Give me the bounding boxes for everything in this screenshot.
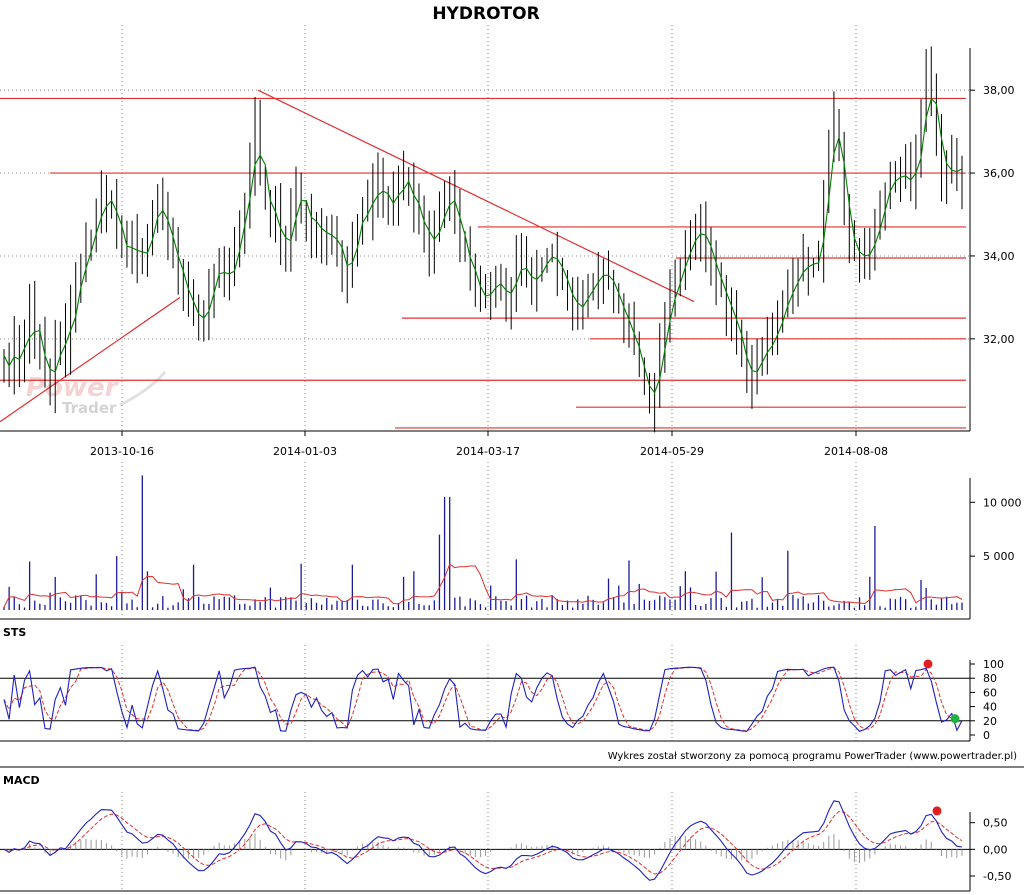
sts-y-tick-label: 40 — [983, 701, 997, 714]
price-y-tick-label: 32,00 — [983, 333, 1015, 346]
sts-y-tick-label: 100 — [983, 658, 1004, 671]
volume-panel: 5 000 10 000 — [0, 462, 1022, 620]
volume-y-tick-label: 10 000 — [983, 496, 1022, 509]
macd-sell-signal-dot — [932, 806, 942, 816]
watermark-swoosh — [119, 371, 167, 407]
price-x-tick-label: 2014-01-03 — [273, 445, 337, 458]
price-x-tick-label: 2014-08-08 — [824, 445, 888, 458]
sts-k-line — [3, 666, 963, 732]
uptrend-line — [0, 296, 181, 423]
powertrader-watermark: Power Trader — [26, 371, 167, 417]
sts-sell-signal-dot — [923, 659, 933, 669]
volume-y-tick-label: 5 000 — [983, 550, 1015, 563]
price-x-tick-label: 2013-10-16 — [90, 445, 154, 458]
sts-y-tick-label: 20 — [983, 715, 997, 728]
price-y-tick-label: 38,00 — [983, 84, 1015, 97]
price-y-tick-label: 34,00 — [983, 250, 1015, 263]
macd-y-tick-label: 0,00 — [983, 843, 1008, 856]
sts-y-tick-label: 60 — [983, 686, 997, 699]
sts-buy-signal-dot — [950, 714, 960, 724]
credit-text: Wykres został stworzony za pomocą progra… — [608, 751, 1017, 762]
chart-title: HYDROTOR — [432, 4, 539, 24]
macd-y-tick-label: 0,50 — [983, 817, 1008, 830]
watermark-line1: Power — [26, 373, 120, 403]
price-y-tick-label: 36,00 — [983, 167, 1015, 180]
sts-panel-title: STS — [3, 626, 26, 639]
macd-panel: -0,50 0,00 0,50 — [0, 766, 1024, 892]
price-panel: 2013-10-16 2014-01-03 2014-03-17 2014-05-29… — [0, 25, 1015, 458]
sts-y-tick-label: 0 — [983, 729, 990, 742]
moving-average-line — [3, 97, 963, 394]
macd-line — [3, 800, 963, 881]
downtrend-line — [257, 89, 695, 303]
sts-y-tick-label: 80 — [983, 672, 997, 685]
price-x-tick-label: 2014-03-17 — [456, 445, 520, 458]
macd-y-tick-label: -0,50 — [983, 870, 1011, 883]
price-x-tick-label: 2014-05-29 — [640, 445, 704, 458]
macd-panel-title: MACD — [3, 774, 40, 787]
watermark-line2: Trader — [62, 399, 117, 417]
volume-average-line — [3, 563, 963, 608]
